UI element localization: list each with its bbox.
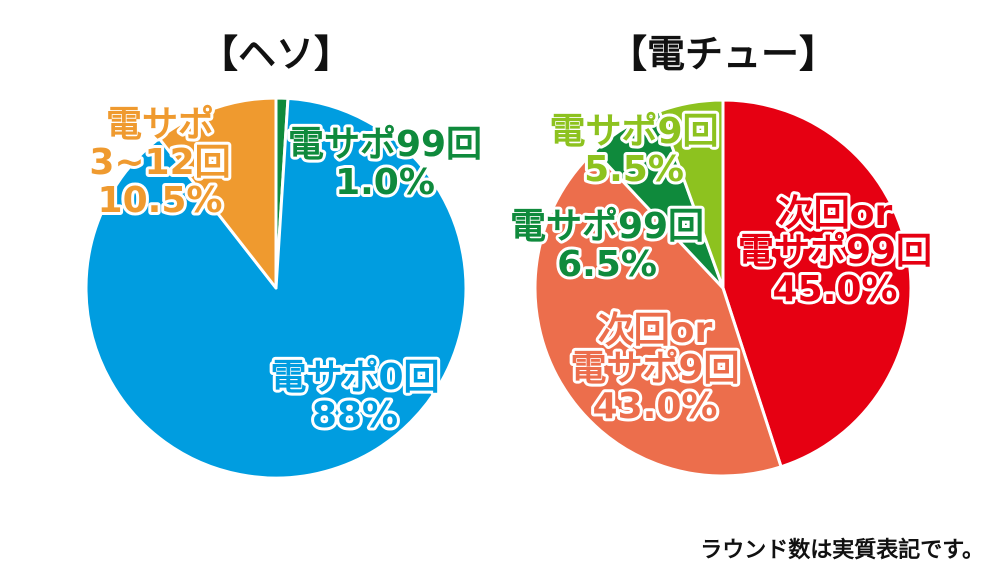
data-label-denchu-4: 電サポ9回 5.5% [549,110,718,190]
pie-slice-denchu-1 [721,98,913,469]
pie-chart-heso: 【ヘソ】電サポ99回 1.0% 電サポ0回 88% 電サポ 3~12回 10.5% [84,32,485,480]
data-label-heso-3: 電サポ 3~12回 10.5% [89,103,230,221]
data-label-denchu-2: 次回or 電サポ9回 43.0% [570,310,739,427]
data-label-denchu-1: 次回or 電サポ99回 45.0% [738,193,932,310]
pie-slice-heso-3 [157,96,278,290]
footnote: ラウンド数は実質表記です。 [700,537,984,563]
data-label-heso-2: 電サポ0回 88% [270,356,439,436]
pie-chart-denchu: 【電チュー】次回or 電サポ99回 45.0%次回or 電サポ9回 43.0% 電サポ99… [507,32,935,478]
pie-slice-denchu-2 [533,149,783,478]
chart-title-heso: 【ヘソ】 [200,32,352,76]
data-label-heso-1: 電サポ99回 1.0% [288,123,482,203]
chart-title-denchu: 【電チュー】 [609,32,837,76]
pie-slice-denchu-4 [657,98,725,290]
data-label-denchu-3: 電サポ99回 6.5% [510,205,704,285]
